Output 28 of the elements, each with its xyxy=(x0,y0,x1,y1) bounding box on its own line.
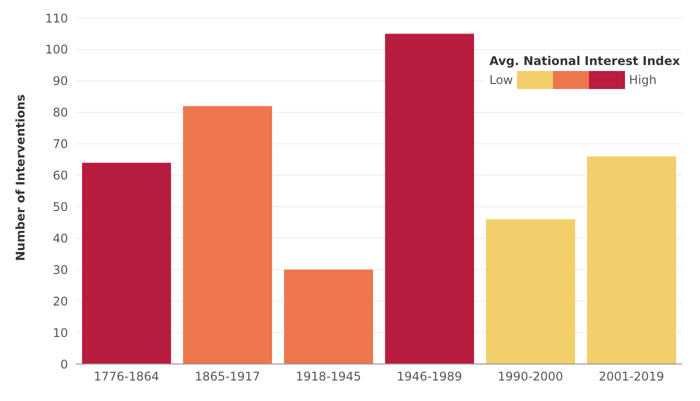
y-tick-label: 0 xyxy=(60,357,68,372)
legend-title: Avg. National Interest Index xyxy=(489,54,680,68)
y-tick-label: 90 xyxy=(52,74,68,88)
bar xyxy=(284,270,374,364)
bar xyxy=(385,34,474,364)
bar xyxy=(587,156,676,364)
y-tick-label: 60 xyxy=(52,168,68,183)
x-tick-label: 1918-1945 xyxy=(296,370,362,384)
annotation: Low xyxy=(489,73,513,87)
y-tick-label: 30 xyxy=(52,262,68,277)
y-tick-label: 40 xyxy=(52,231,68,246)
y-axis-title: Number of Interventions xyxy=(13,94,28,261)
annotation: High xyxy=(628,73,657,87)
y-tick-label: 100 xyxy=(45,42,68,57)
x-tick-label: 1946-1989 xyxy=(396,370,462,384)
y-tick-label: 80 xyxy=(52,106,68,120)
bar xyxy=(486,219,576,364)
y-tick-label: 110 xyxy=(45,11,68,26)
x-tick-label: 1990-2000 xyxy=(498,370,564,384)
x-tick-label: 2001-2019 xyxy=(598,370,664,384)
bar xyxy=(183,106,272,364)
y-tick-label: 20 xyxy=(52,294,68,308)
y-tick-label: 70 xyxy=(52,137,68,152)
y-tick-label: 10 xyxy=(52,326,68,340)
bar xyxy=(82,162,172,364)
x-tick-label: 1776-1864 xyxy=(94,370,160,384)
x-tick-label: 1865-1917 xyxy=(194,370,260,384)
y-tick-label: 50 xyxy=(52,200,68,214)
